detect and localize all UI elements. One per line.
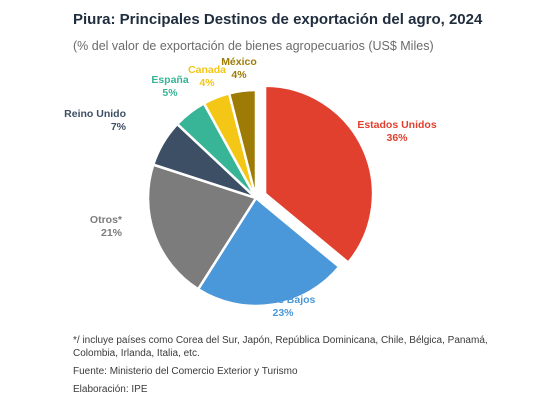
footnote: */ incluye países como Corea del Sur, Ja… bbox=[73, 335, 488, 359]
slice-label-name: Estados Unidos bbox=[357, 119, 437, 131]
slice-label-value: 23% bbox=[272, 307, 294, 319]
slice-label-name: Países Bajos bbox=[251, 294, 316, 306]
slice-label: Países Bajos 23% bbox=[251, 294, 316, 319]
pie-slice bbox=[263, 84, 375, 264]
chart-subtitle: (% del valor de exportación de bienes ag… bbox=[73, 39, 434, 53]
slice-label-value: 7% bbox=[111, 121, 127, 133]
slice-label-name: Canada bbox=[188, 64, 226, 76]
slice-label: España 5% bbox=[151, 74, 189, 99]
slice-label: Estados Unidos 36% bbox=[357, 119, 437, 144]
pie-slice bbox=[146, 163, 258, 291]
slice-label-value: 21% bbox=[101, 227, 123, 239]
slice-label-name: Otros* bbox=[90, 214, 123, 226]
slice-label-name: España bbox=[151, 74, 189, 86]
pie-slice bbox=[227, 88, 258, 200]
source-note: Fuente: Ministerio del Comercio Exterior… bbox=[73, 366, 298, 377]
chart-title: Piura: Principales Destinos de exportaci… bbox=[73, 11, 483, 28]
slice-label-value: 5% bbox=[162, 87, 178, 99]
slice-label-value: 36% bbox=[386, 132, 408, 144]
slice-label-value: 4% bbox=[199, 77, 215, 89]
slice-label-name: Reino Unido bbox=[64, 108, 126, 120]
slice-label: Otros* 21% bbox=[90, 214, 123, 239]
slice-label: Reino Unido 7% bbox=[64, 108, 126, 133]
slice-label-name: México bbox=[221, 56, 257, 68]
slice-label: Canada 4% bbox=[188, 64, 226, 89]
pie-slice bbox=[196, 196, 341, 308]
credit-note: Elaboración: IPE bbox=[73, 384, 148, 395]
slice-label-value: 4% bbox=[231, 69, 247, 81]
slice-label: México 4% bbox=[221, 56, 257, 81]
